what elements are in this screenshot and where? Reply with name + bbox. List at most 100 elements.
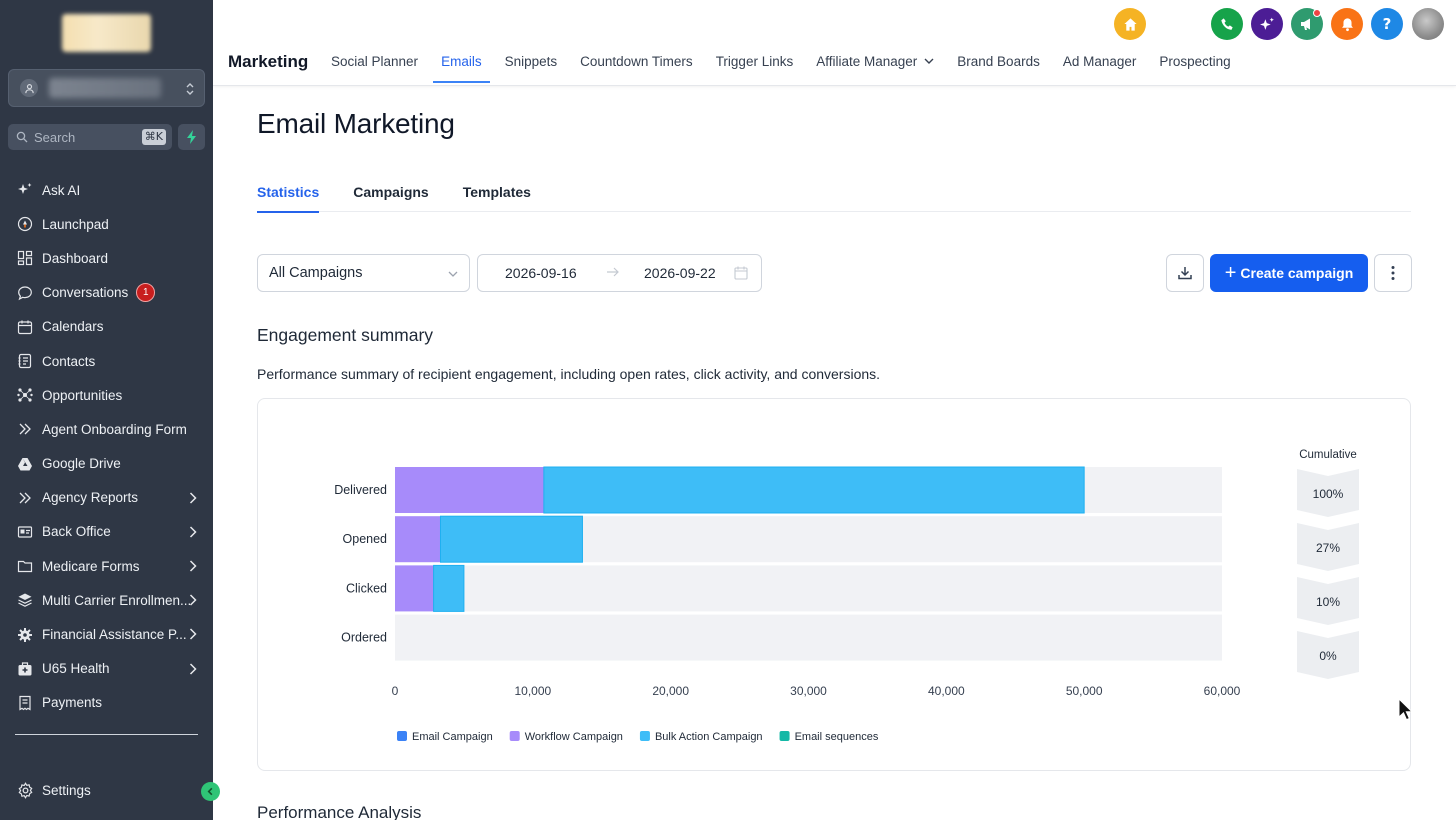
legend-label-email-campaign: Email Campaign xyxy=(412,731,493,743)
tab-brand-boards[interactable]: Brand Boards xyxy=(957,54,1040,69)
more-options-button[interactable] xyxy=(1374,254,1412,292)
tab-ad-manager[interactable]: Ad Manager xyxy=(1062,54,1137,69)
tab-social-planner[interactable]: Social Planner xyxy=(331,54,419,69)
sidebar-item-google-drive[interactable]: Google Drive xyxy=(0,447,213,481)
sidebar-item-u65-health[interactable]: U65 Health xyxy=(0,652,213,686)
company-logo[interactable] xyxy=(62,14,151,52)
tab-label: Affiliate Manager xyxy=(816,54,918,69)
sidebar-search[interactable]: ⌘K xyxy=(8,124,172,150)
unread-badge: 1 xyxy=(136,283,156,303)
tab-prospecting[interactable]: Prospecting xyxy=(1159,54,1231,69)
x-tick-label: 20,000 xyxy=(652,684,689,698)
page-title: Email Marketing xyxy=(257,108,455,139)
email-subtabs: Statistics Campaigns Templates xyxy=(257,184,1411,213)
chevron-left-icon xyxy=(207,787,213,796)
create-campaign-label: Create campaign xyxy=(1240,265,1354,281)
sidebar-item-launchpad[interactable]: Launchpad xyxy=(0,207,213,241)
medical-bag-icon xyxy=(16,660,34,678)
category-label-clicked: Clicked xyxy=(346,581,387,595)
x-tick-label: 0 xyxy=(392,684,399,698)
sidebar-item-opportunities[interactable]: Opportunities xyxy=(0,378,213,412)
sidebar-item-payments[interactable]: Payments xyxy=(0,686,213,720)
date-from: 2026-09-16 xyxy=(505,265,577,281)
chevron-down-icon xyxy=(448,271,458,277)
sidebar-item-label: Google Drive xyxy=(42,456,121,472)
calendar-icon xyxy=(734,266,748,280)
sidebar-item-label: Payments xyxy=(42,695,103,711)
kebab-menu-icon xyxy=(1391,266,1395,280)
search-input[interactable] xyxy=(34,129,134,145)
sidebar-item-label: Settings xyxy=(42,782,91,798)
user-avatar[interactable] xyxy=(1412,8,1444,40)
x-tick-label: 60,000 xyxy=(1204,684,1241,698)
sidebar-item-agent-onboarding-form[interactable]: Agent Onboarding Form xyxy=(0,412,213,446)
cumulative-title: Cumulative xyxy=(1299,449,1357,461)
sidebar-item-contacts[interactable]: Contacts xyxy=(0,344,213,378)
home-button[interactable] xyxy=(1114,8,1146,40)
help-button[interactable]: ? xyxy=(1371,8,1403,40)
sidebar-item-label: Financial Assistance P... xyxy=(42,627,187,643)
category-label-opened: Opened xyxy=(343,532,388,546)
top-header: ? Marketing Social Planner Emails Snippe… xyxy=(213,0,1456,86)
chevron-right-icon xyxy=(189,628,197,640)
download-button[interactable] xyxy=(1166,254,1204,292)
tab-templates[interactable]: Templates xyxy=(462,184,531,200)
tab-snippets[interactable]: Snippets xyxy=(504,54,558,69)
main-content: Email Marketing Statistics Campaigns Tem… xyxy=(213,87,1456,820)
account-switcher[interactable] xyxy=(8,69,205,107)
contacts-icon xyxy=(16,352,34,370)
create-campaign-button[interactable]: + Create campaign xyxy=(1210,254,1368,292)
sidebar-item-label: Dashboard xyxy=(42,250,109,266)
sidebar-item-dashboard[interactable]: Dashboard xyxy=(0,241,213,275)
sidebar-item-settings[interactable]: Settings xyxy=(0,773,213,807)
cumulative-value-opened: 27% xyxy=(1316,541,1340,555)
announcements-button[interactable] xyxy=(1291,8,1323,40)
legend-swatch-email-campaign xyxy=(397,731,407,741)
phone-icon xyxy=(1220,17,1233,30)
gear-icon xyxy=(16,626,34,644)
x-tick-label: 40,000 xyxy=(928,684,965,698)
bar-clicked-workflow-campaign xyxy=(395,565,434,612)
date-range-picker[interactable]: 2026-09-16 2026-09-22 xyxy=(477,254,762,292)
sidebar-item-calendars[interactable]: Calendars xyxy=(0,310,213,344)
legend-label-bulk-action-campaign: Bulk Action Campaign xyxy=(655,731,763,743)
calendar-icon xyxy=(16,318,34,336)
chevron-right-icon xyxy=(189,663,197,675)
sidebar-item-ask-ai[interactable]: Ask AI xyxy=(0,173,213,207)
date-to: 2026-09-22 xyxy=(644,265,716,281)
sidebar-item-multi-carrier-enrollment[interactable]: Multi Carrier Enrollmen... xyxy=(0,583,213,617)
tab-trigger-links[interactable]: Trigger Links xyxy=(715,54,794,69)
chat-icon xyxy=(16,284,34,302)
sidebar-item-back-office[interactable]: Back Office xyxy=(0,515,213,549)
page-actions: + Create campaign xyxy=(1166,254,1412,292)
sidebar-item-conversations[interactable]: Conversations 1 xyxy=(0,276,213,310)
settings-gear-icon xyxy=(16,781,34,799)
bar-opened-workflow-campaign xyxy=(395,516,441,563)
quick-actions-button[interactable] xyxy=(178,124,205,150)
sidebar-item-agency-reports[interactable]: Agency Reports xyxy=(0,481,213,515)
cumulative-chevron xyxy=(1297,469,1359,517)
cumulative-value-clicked: 10% xyxy=(1316,595,1340,609)
plus-icon: + xyxy=(1224,262,1237,284)
campaign-select[interactable]: All Campaigns xyxy=(257,254,470,292)
tab-campaigns[interactable]: Campaigns xyxy=(353,184,429,200)
tab-emails[interactable]: Emails xyxy=(433,54,490,84)
sidebar-item-label: Launchpad xyxy=(42,216,109,232)
sidebar-item-medicare-forms[interactable]: Medicare Forms xyxy=(0,549,213,583)
location-icon xyxy=(20,79,38,97)
sidebar-item-financial-assistance[interactable]: Financial Assistance P... xyxy=(0,617,213,651)
ai-assistant-button[interactable] xyxy=(1251,8,1283,40)
notifications-button[interactable] xyxy=(1331,8,1363,40)
tab-statistics[interactable]: Statistics xyxy=(257,184,320,213)
sidebar-item-label: Calendars xyxy=(42,319,104,335)
tab-countdown-timers[interactable]: Countdown Timers xyxy=(580,54,693,69)
chevron-updown-icon xyxy=(186,83,194,95)
x-tick-label: 50,000 xyxy=(1066,684,1103,698)
sparkles-icon xyxy=(16,181,34,199)
phone-button[interactable] xyxy=(1211,8,1243,40)
collapse-sidebar-button[interactable] xyxy=(201,782,220,801)
bar-opened-bulk-action-campaign xyxy=(439,515,583,563)
help-icon: ? xyxy=(1382,15,1392,33)
double-chevron-icon xyxy=(16,420,34,438)
tab-affiliate-manager[interactable]: Affiliate Manager xyxy=(816,54,934,84)
